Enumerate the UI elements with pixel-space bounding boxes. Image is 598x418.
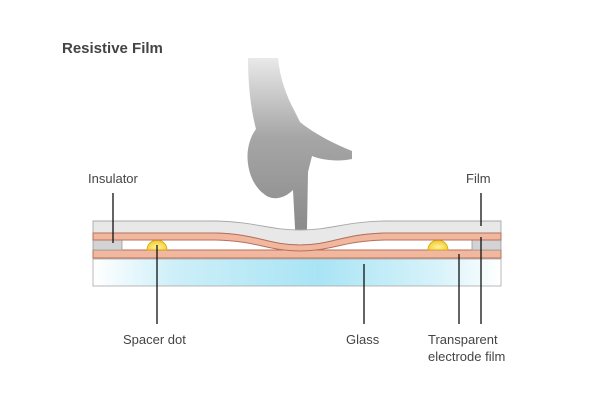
label-insulator: Insulator [88, 171, 139, 186]
top-electrode-film [92, 232, 502, 252]
label-transparent: Transparent [428, 332, 498, 347]
insulator-left [92, 239, 123, 251]
glass-layer [92, 258, 502, 287]
insulator-right [471, 239, 502, 251]
pointing-finger-icon [247, 58, 352, 234]
diagram-title: Resistive Film [62, 40, 163, 57]
spacer-dot-right [427, 239, 449, 251]
layer-stack [92, 220, 502, 287]
label-film: Film [466, 171, 491, 186]
label-glass: Glass [346, 332, 380, 347]
label-spacer-dot: Spacer dot [123, 332, 186, 347]
label-electrode-film: electrode film [428, 349, 505, 364]
